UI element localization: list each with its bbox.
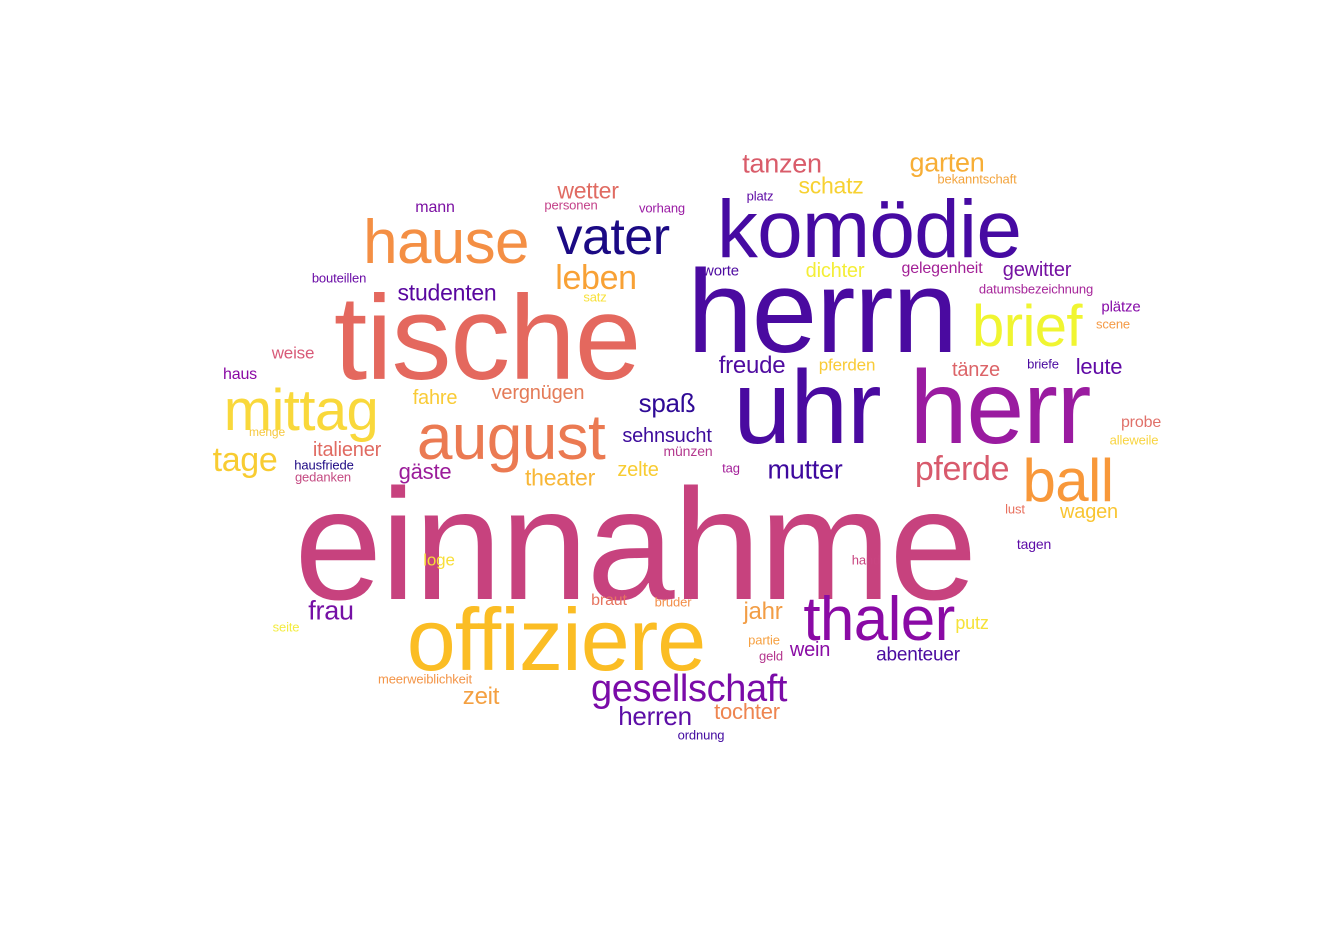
- word: hause: [363, 208, 529, 277]
- word: ordnung: [677, 727, 725, 743]
- word: gesellschaft: [590, 668, 788, 710]
- word: bouteillen: [311, 270, 367, 286]
- word: vater: [556, 208, 670, 266]
- word: einnahme: [294, 457, 977, 633]
- word: tische: [333, 271, 641, 405]
- word: tochter: [714, 699, 780, 724]
- word: haus: [222, 366, 258, 383]
- word: herren: [618, 701, 692, 731]
- word: pferde: [914, 450, 1010, 488]
- word: lust: [1005, 501, 1025, 517]
- word: offiziere: [406, 590, 707, 689]
- word: komödie: [716, 184, 1022, 275]
- word: hand: [851, 552, 881, 568]
- word: zelte: [617, 459, 659, 481]
- word: sehnsucht: [622, 425, 712, 447]
- word: menge: [248, 425, 286, 439]
- word: mann: [415, 199, 455, 216]
- word: tag: [722, 460, 740, 476]
- word: italiener: [312, 439, 382, 461]
- word: tage: [212, 441, 278, 479]
- word: brief: [972, 294, 1083, 359]
- word: bruder: [654, 594, 692, 610]
- word: wein: [789, 639, 831, 661]
- word: pferden: [818, 355, 876, 375]
- word: dichter: [805, 260, 865, 282]
- word: jahr: [743, 598, 783, 625]
- word: personen: [544, 197, 598, 213]
- word: frau: [308, 595, 354, 626]
- word: seite: [272, 619, 300, 635]
- word: probe: [1120, 414, 1162, 431]
- word: abenteuer: [876, 644, 960, 666]
- word: herr: [909, 350, 1092, 466]
- word: schatz: [798, 172, 864, 199]
- word: leben: [555, 259, 637, 297]
- word: meerweiblichkeit: [377, 671, 473, 687]
- word: tänze: [952, 359, 1000, 381]
- word: gelegenheit: [901, 260, 983, 277]
- word: vergnügen: [491, 382, 585, 404]
- word: geld: [758, 648, 784, 664]
- word: briefe: [1027, 356, 1059, 372]
- word: august: [416, 401, 606, 473]
- word: herrn: [687, 246, 958, 378]
- word: uhr: [733, 350, 881, 466]
- word: scene: [1095, 316, 1131, 332]
- word: wagen: [1060, 501, 1118, 523]
- word: gedanken: [294, 469, 352, 485]
- word: garten: [909, 147, 985, 178]
- word: satz: [583, 289, 607, 305]
- word: datumsbezeichnung: [978, 281, 1094, 297]
- word: spaß: [638, 388, 696, 418]
- word: hausfriede: [294, 457, 354, 473]
- word: theater: [525, 464, 595, 491]
- word: wetter: [557, 177, 619, 204]
- word: loge: [423, 550, 455, 570]
- word: fahre: [412, 387, 458, 409]
- word: bekanntschaft: [937, 171, 1017, 187]
- word: freude: [718, 352, 786, 379]
- word: partie: [748, 632, 780, 648]
- word: zeit: [462, 683, 500, 710]
- word: braut: [591, 592, 627, 609]
- word: thaler: [803, 585, 955, 654]
- word: alleweile: [1109, 432, 1159, 448]
- word: plätze: [1101, 298, 1141, 316]
- word: tagen: [1016, 536, 1052, 552]
- word: putz: [955, 613, 989, 633]
- word: worte: [703, 262, 739, 280]
- word: tanzen: [742, 148, 822, 179]
- word: mutter: [767, 454, 843, 485]
- word: gewitter: [1002, 259, 1072, 281]
- word: mittag: [223, 378, 379, 443]
- word: studenten: [397, 279, 497, 306]
- word: leute: [1075, 354, 1123, 379]
- word: münzen: [663, 443, 713, 459]
- word: platz: [746, 188, 774, 204]
- word: weise: [271, 343, 315, 363]
- word: gäste: [398, 459, 452, 484]
- word: ball: [1022, 447, 1115, 514]
- word: vorhang: [638, 200, 686, 216]
